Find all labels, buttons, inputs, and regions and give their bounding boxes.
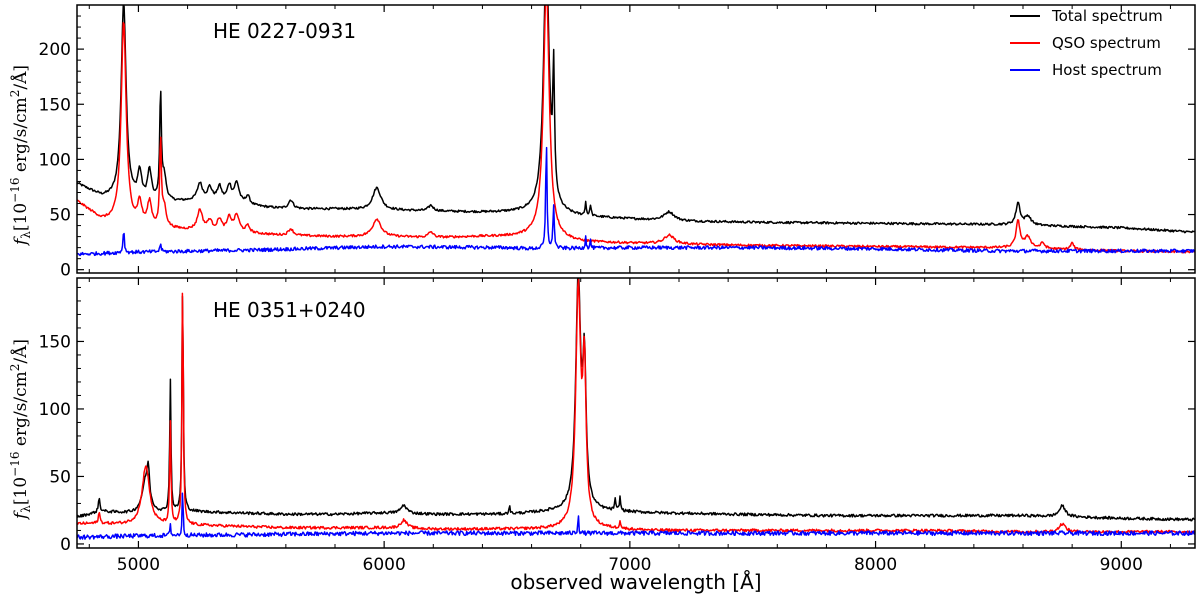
ylabel-top-lambda: λ [19,231,33,239]
panel-bottom: 0 50 100 150 5000 6000 7000 8000 9000 HE 0351+0… [8,277,1196,594]
series-line-top-total [77,5,1195,234]
series-line-top-qso [77,5,1195,254]
x-tick-label: 6000 [363,555,406,575]
x-tick-label: 5000 [117,555,160,575]
ylabel-bottom-exp2: 2 [8,364,22,372]
ylabel-bottom-close: /Å] [10,339,31,364]
y-ticks-top: 0 50 100 150 200 [39,4,1195,281]
y-tick-label: 50 [49,467,71,487]
ylabel-top-close: /Å] [10,65,31,90]
y-tick-label: 200 [39,40,71,60]
y-axis-label-bottom: fλ[10−16 erg/s/cm2/Å] [8,339,33,521]
ylabel-bottom-mid: erg/s/cm [11,371,31,451]
panel-title-bottom: HE 0351+0240 [213,298,366,322]
axes-frame-top [76,4,1196,274]
ylabel-top-open: [10 [11,203,31,231]
legend-label-host: Host spectrum [1052,61,1162,79]
series-line-bottom-total [77,278,1195,522]
series-line-top-host [77,146,1195,257]
ylabel-bottom-f: f [11,510,31,521]
x-tick-label: 9000 [1100,555,1143,575]
ylabel-bottom-exp: −16 [8,452,22,477]
series-line-bottom-host [77,492,1195,540]
y-tick-label: 0 [60,261,71,281]
y-tick-label: 50 [49,206,71,226]
x-tick-label: 7000 [608,555,651,575]
series-line-bottom-qso [77,278,1195,534]
y-axis-label-top: fλ[10−16 erg/s/cm2/Å] [8,65,33,247]
ylabel-top-exp2: 2 [8,90,22,98]
y-tick-label: 150 [39,332,71,352]
panel-top: 0 50 100 150 200 HE 0227-0931 fλ[10−16 erg/s… [8,4,1196,281]
panel-title-top: HE 0227-0931 [213,19,356,43]
legend: Total spectrum QSO spectrum Host spectru… [1010,7,1163,79]
plot-area-top [77,5,1195,257]
y-tick-label: 100 [39,150,71,170]
ylabel-top-mid: erg/s/cm [11,97,31,177]
y-tick-label: 0 [60,535,71,555]
ylabel-bottom-lambda: λ [19,505,33,513]
axes-frame-bottom [76,277,1196,549]
y-tick-label: 100 [39,400,71,420]
ylabel-top-f: f [11,236,31,247]
y-ticks-bottom: 0 50 100 150 [39,286,1195,555]
y-tick-label: 150 [39,95,71,115]
plot-area-bottom [77,278,1195,540]
x-axis-label: observed wavelength [Å] [510,570,761,594]
x-tick-label: 8000 [854,555,897,575]
ylabel-top-exp: −16 [8,178,22,203]
ylabel-bottom-open: [10 [11,477,31,505]
legend-label-total: Total spectrum [1051,7,1163,25]
legend-label-qso: QSO spectrum [1052,34,1161,52]
